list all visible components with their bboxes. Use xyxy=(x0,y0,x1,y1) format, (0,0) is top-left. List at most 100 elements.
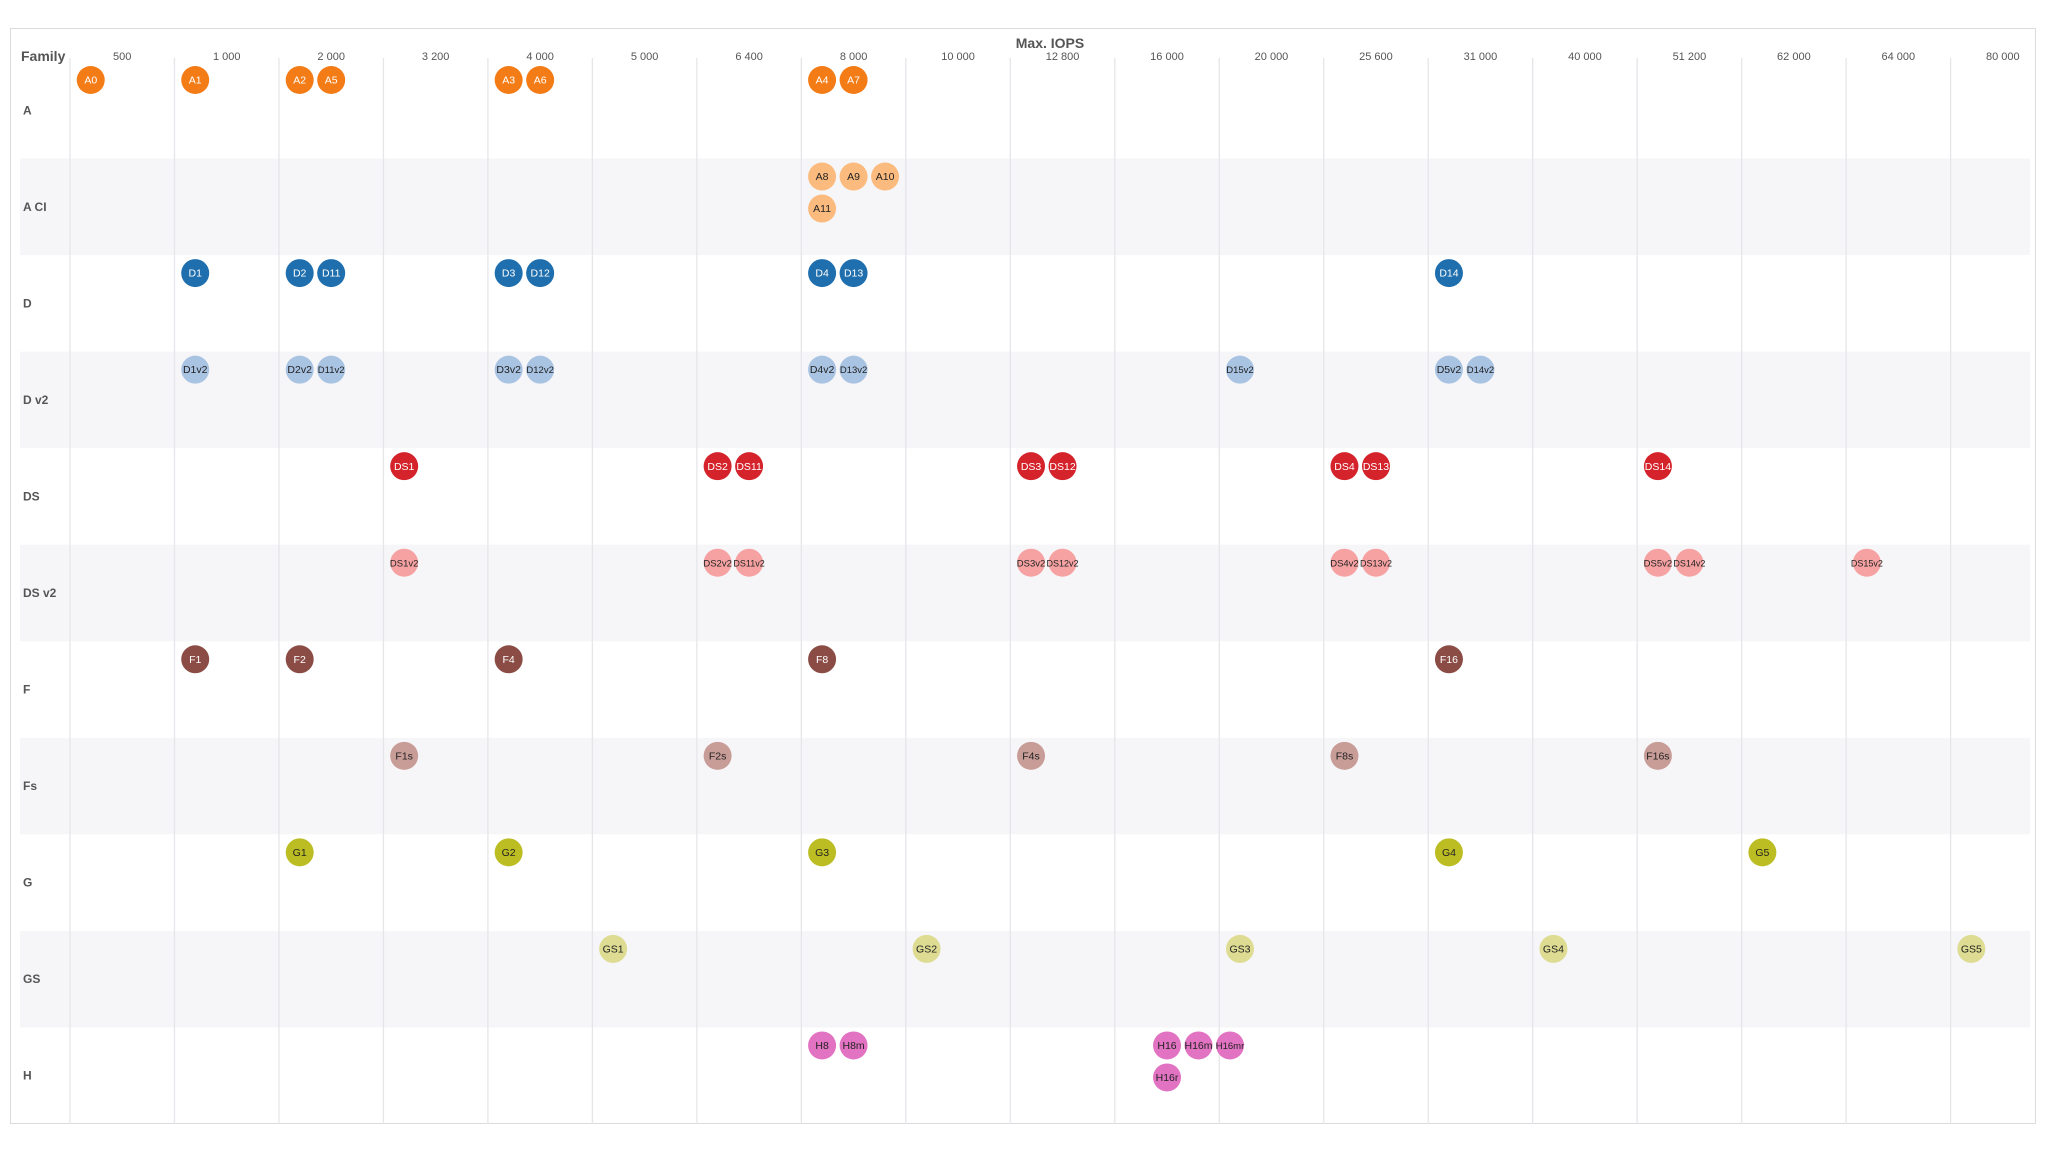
data-point-label: DS4v2 xyxy=(1330,558,1359,569)
data-point xyxy=(285,645,314,674)
family-label: H xyxy=(23,1069,32,1083)
data-point-label: D12v2 xyxy=(526,365,553,376)
data-point-label: DS13 xyxy=(1363,461,1389,473)
data-point xyxy=(181,259,210,288)
data-point xyxy=(1048,452,1077,481)
data-point-label: A1 xyxy=(189,75,202,87)
data-point-label: A4 xyxy=(816,75,829,87)
data-point-label: GS5 xyxy=(1961,944,1982,956)
data-point-label: D11v2 xyxy=(318,365,345,376)
data-point xyxy=(1643,741,1672,770)
x-tick-label: 64 000 xyxy=(1882,51,1916,63)
data-point-label: D3v2 xyxy=(496,364,521,376)
data-point xyxy=(808,838,837,867)
data-point xyxy=(285,355,314,384)
data-point xyxy=(1434,355,1463,384)
data-point-label: H16 xyxy=(1157,1040,1176,1052)
data-point-label: DS2v2 xyxy=(703,558,732,569)
row-band xyxy=(20,158,2030,256)
chart-title: Max. IOPS xyxy=(1016,35,1084,51)
data-point xyxy=(390,741,419,770)
data-point xyxy=(1330,548,1359,577)
data-point xyxy=(839,259,868,288)
data-point-label: DS11v2 xyxy=(733,558,764,568)
data-point xyxy=(285,259,314,288)
x-tick-label: 31 000 xyxy=(1464,51,1498,63)
data-point-label: DS14v2 xyxy=(1673,558,1705,568)
data-point-label: D4v2 xyxy=(810,364,835,376)
data-point xyxy=(808,1031,837,1060)
data-point-label: GS1 xyxy=(603,944,624,956)
x-tick-label: 51 200 xyxy=(1673,51,1707,63)
data-point-label: D13v2 xyxy=(840,365,867,376)
data-point xyxy=(735,548,764,577)
family-label: GS xyxy=(23,972,40,986)
data-point xyxy=(76,66,105,94)
data-point-label: A8 xyxy=(816,171,829,183)
data-point-label: H8m xyxy=(842,1040,864,1052)
data-point-label: GS2 xyxy=(916,944,937,956)
x-tick-label: 10 000 xyxy=(941,51,975,63)
data-point xyxy=(1434,645,1463,674)
data-point-label: A7 xyxy=(847,75,860,87)
data-point-label: A3 xyxy=(502,75,515,87)
data-point-label: F4 xyxy=(503,654,515,666)
data-point-label: GS3 xyxy=(1229,944,1250,956)
data-point-label: A11 xyxy=(813,203,831,215)
data-point xyxy=(735,452,764,481)
data-point xyxy=(1748,838,1777,867)
data-point xyxy=(181,355,210,384)
data-point xyxy=(1434,838,1463,867)
data-point-label: F8 xyxy=(816,654,828,666)
data-point-label: D2v2 xyxy=(287,364,312,376)
data-point-label: DS14 xyxy=(1645,461,1671,473)
data-point xyxy=(1017,548,1046,577)
data-point-label: DS5v2 xyxy=(1644,558,1673,569)
data-point xyxy=(1330,741,1359,770)
x-tick-label: 80 000 xyxy=(1986,51,2020,63)
data-point xyxy=(181,66,210,94)
x-tick-label: 500 xyxy=(113,51,131,63)
data-point xyxy=(1539,934,1568,963)
data-point-label: H16mr xyxy=(1216,1041,1245,1052)
data-point xyxy=(1466,355,1495,384)
data-point xyxy=(1048,548,1077,577)
data-point-label: A6 xyxy=(534,75,547,87)
data-point-label: F1s xyxy=(395,750,413,762)
data-point-label: H16r xyxy=(1156,1072,1179,1084)
data-point-label: F2s xyxy=(709,750,727,762)
data-point-label: G2 xyxy=(502,847,516,859)
x-tick-label: 25 600 xyxy=(1359,51,1393,63)
data-point-label: F8s xyxy=(1336,750,1354,762)
data-point xyxy=(1361,548,1390,577)
data-point xyxy=(808,66,837,94)
data-point-label: F1 xyxy=(189,654,201,666)
data-point xyxy=(526,355,555,384)
data-point xyxy=(599,934,628,963)
data-point xyxy=(703,452,732,481)
data-point xyxy=(285,838,314,867)
data-point xyxy=(1643,452,1672,481)
x-tick-label: 8 000 xyxy=(840,51,868,63)
data-point xyxy=(526,259,555,288)
data-point-label: D12 xyxy=(531,268,550,280)
data-point xyxy=(526,66,555,94)
chart-frame xyxy=(10,28,2036,1124)
y-axis-header: Family xyxy=(21,48,66,64)
data-point xyxy=(808,162,837,191)
gridlines xyxy=(69,58,1952,1124)
data-point-label: D1 xyxy=(188,268,202,280)
data-point xyxy=(808,194,837,223)
data-point-label: H8 xyxy=(815,1040,829,1052)
row-bands xyxy=(20,158,2030,1028)
data-point-label: DS11 xyxy=(736,461,762,473)
data-point xyxy=(1153,1031,1182,1060)
data-point xyxy=(1017,452,1046,481)
data-point xyxy=(1225,355,1254,384)
data-point-label: DS1v2 xyxy=(390,558,419,569)
family-label: A CI xyxy=(23,200,47,214)
data-point-label: D14 xyxy=(1439,268,1458,280)
data-point-label: D11 xyxy=(322,268,341,280)
family-label: G xyxy=(23,876,32,890)
data-point xyxy=(181,645,210,674)
